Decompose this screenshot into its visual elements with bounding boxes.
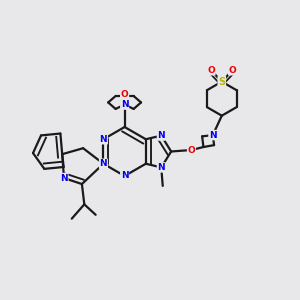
Text: N: N (100, 159, 107, 168)
Text: O: O (229, 66, 236, 75)
Text: N: N (158, 131, 165, 140)
Text: N: N (121, 100, 128, 109)
Text: N: N (121, 172, 128, 181)
Text: O: O (188, 146, 195, 154)
Text: O: O (207, 66, 215, 75)
Text: N: N (158, 163, 165, 172)
Text: S: S (218, 76, 225, 87)
Text: N: N (100, 135, 107, 144)
Text: O: O (121, 90, 128, 99)
Text: N: N (209, 130, 217, 140)
Text: N: N (60, 174, 68, 183)
